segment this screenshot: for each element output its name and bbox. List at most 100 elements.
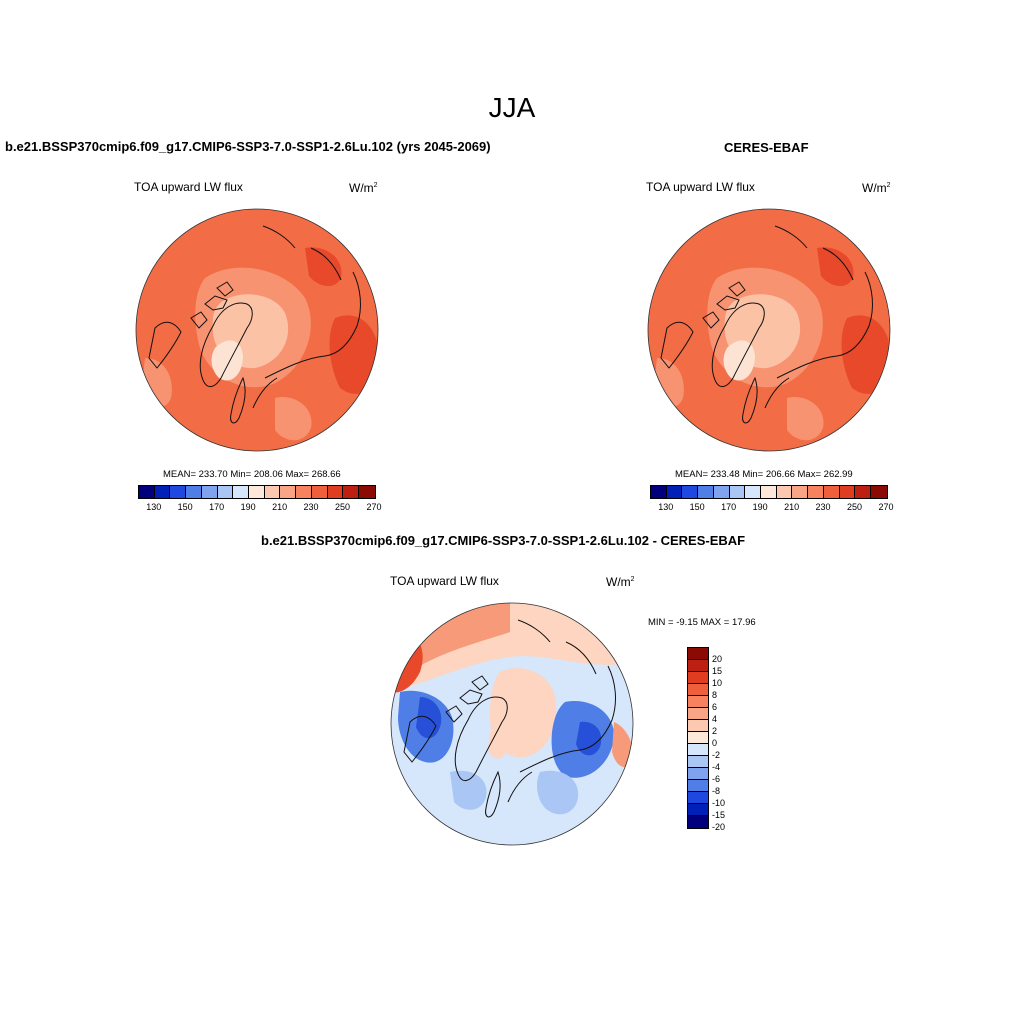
model-colorbar	[138, 485, 376, 499]
colorbar-tick-label: 150	[689, 502, 705, 512]
map-coastline	[716, 295, 740, 311]
map-coastline	[776, 271, 873, 379]
colorbar-swatch	[311, 486, 328, 498]
colorbar-swatch	[688, 756, 708, 768]
colorbar-tick-label: 190	[752, 502, 768, 512]
colorbar-swatch	[170, 486, 187, 498]
colorbar-swatch	[792, 486, 809, 498]
colorbar-tick-label: 150	[177, 502, 193, 512]
map-coastline	[262, 225, 296, 249]
colorbar-tick-label: 130	[146, 502, 162, 512]
map-coastline	[728, 281, 746, 297]
colorbar-swatch	[154, 486, 171, 498]
colorbar-swatch	[688, 720, 708, 732]
colorbar-label: -8	[712, 786, 721, 796]
map-coastline	[403, 715, 437, 763]
model-colorbar-ticks: 130 150 170 190 210 230 250 270	[138, 502, 381, 514]
map-boundary	[647, 208, 891, 452]
map-coastline	[660, 321, 694, 369]
colorbar-tick-label: 210	[272, 502, 288, 512]
map-coastline	[822, 247, 854, 281]
colorbar-swatch	[871, 486, 887, 498]
colorbar-tick-label: 170	[721, 502, 737, 512]
map-coastline	[310, 247, 342, 281]
map-boundary	[390, 602, 634, 846]
map-field-region	[450, 770, 487, 810]
map-coastline	[454, 696, 508, 781]
colorbar-label: 10	[712, 678, 723, 688]
colorbar-swatch	[688, 732, 708, 744]
obs-variable-label: TOA upward LW flux	[646, 180, 755, 194]
colorbar-label: -6	[712, 774, 721, 784]
colorbar-tick-label: 190	[240, 502, 256, 512]
colorbar-swatch	[682, 486, 699, 498]
model-polar-map	[135, 208, 379, 452]
colorbar-swatch	[249, 486, 265, 498]
map-coastline	[485, 770, 501, 818]
colorbar-swatch	[201, 486, 218, 498]
diff-colorbar-labels: 20 15 10 8 6 4 2 0 -2 -4 -6 -8 -10 -15 -20	[712, 647, 742, 837]
colorbar-swatch	[343, 486, 360, 498]
colorbar-label: 15	[712, 666, 723, 676]
map-field-region	[787, 397, 824, 441]
colorbar-label: -15	[712, 810, 726, 820]
colorbar-swatch	[688, 708, 708, 720]
colorbar-swatch	[776, 486, 793, 498]
colorbar-swatch	[651, 486, 667, 498]
colorbar-swatch	[217, 486, 234, 498]
colorbar-swatch	[808, 486, 824, 498]
map-coastline	[204, 295, 228, 311]
colorbar-tick-label: 130	[658, 502, 674, 512]
map-field-region	[305, 247, 342, 287]
model-units-label: W/m2	[349, 181, 378, 195]
colorbar-label: -20	[712, 822, 726, 832]
map-field-region	[490, 668, 557, 758]
map-coastline	[702, 311, 720, 329]
colorbar-swatch	[139, 486, 155, 498]
map-coastline	[459, 689, 483, 705]
diff-variable-label: TOA upward LW flux	[390, 574, 499, 588]
colorbar-swatch	[264, 486, 281, 498]
map-coastline	[148, 321, 182, 369]
diff-minmax: MIN = -9.15 MAX = 17.96	[648, 617, 756, 628]
colorbar-swatch	[327, 486, 344, 498]
colorbar-swatch	[296, 486, 312, 498]
colorbar-swatch	[713, 486, 730, 498]
diff-units-label: W/m2	[606, 575, 635, 589]
map-coastline	[565, 641, 597, 675]
obs-colorbar	[650, 485, 888, 499]
map-field-region	[488, 731, 508, 759]
colorbar-swatch	[688, 696, 708, 708]
diff-polar-map	[390, 602, 634, 846]
colorbar-tick-label: 170	[209, 502, 225, 512]
map-field-region	[817, 247, 854, 287]
colorbar-label: 2	[712, 726, 718, 736]
obs-panel-title: CERES-EBAF	[724, 140, 809, 155]
map-field-region	[576, 721, 602, 756]
figure-title: JJA	[488, 92, 536, 123]
obs-units-label: W/m2	[862, 181, 891, 195]
map-field	[648, 209, 890, 451]
map-coastline	[519, 665, 616, 773]
model-panel-title: b.e21.BSSP370cmip6.f09_g17.CMIP6-SSP3-7.…	[5, 139, 491, 154]
colorbar-swatch	[688, 816, 708, 828]
colorbar-swatch	[688, 792, 708, 804]
colorbar-swatch	[761, 486, 777, 498]
colorbar-swatch	[359, 486, 375, 498]
colorbar-swatch	[698, 486, 714, 498]
colorbar-tick-label: 250	[847, 502, 863, 512]
colorbar-label: 6	[712, 702, 718, 712]
obs-stats: MEAN= 233.48 Min= 206.66 Max= 262.99	[675, 469, 853, 480]
colorbar-tick-label: 230	[815, 502, 831, 512]
colorbar-swatch	[688, 744, 708, 756]
map-field-region	[329, 315, 378, 394]
diff-panel-title: b.e21.BSSP370cmip6.f09_g17.CMIP6-SSP3-7.…	[261, 533, 746, 548]
colorbar-tick-label: 270	[366, 502, 382, 512]
map-boundary	[135, 208, 379, 452]
colorbar-swatch	[186, 486, 202, 498]
colorbar-label: 0	[712, 738, 718, 748]
map-coastline	[252, 377, 278, 409]
map-coastline	[445, 705, 463, 723]
colorbar-label: -10	[712, 798, 726, 808]
map-coastline	[190, 311, 208, 329]
